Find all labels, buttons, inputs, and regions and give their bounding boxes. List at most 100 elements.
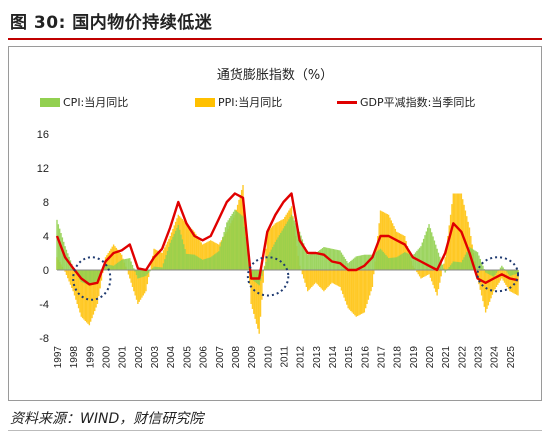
ppi-bar (360, 270, 363, 314)
cpi-bar (290, 214, 293, 270)
cpi-bar (320, 249, 322, 270)
ppi-bar (193, 231, 196, 270)
cpi-bar (276, 239, 278, 270)
ppi-bar (162, 250, 165, 270)
cpi-bar (391, 257, 394, 270)
ppi-bar (447, 236, 449, 270)
x-tick-label: 2011 (279, 346, 290, 368)
cpi-bar (381, 250, 383, 270)
ppi-bar (156, 250, 158, 270)
cpi-bar (393, 257, 395, 270)
ppi-bar (200, 242, 202, 270)
ppi-bar (253, 270, 255, 314)
cpi-bar (263, 266, 266, 270)
cpi-bar (347, 263, 349, 270)
cpi-bar (371, 254, 374, 270)
cpi-bar (362, 254, 364, 270)
cpi-bar (224, 227, 227, 270)
cpi-bar (355, 256, 357, 270)
figure-number: 图 30: (10, 13, 66, 33)
cpi-bar (187, 253, 189, 270)
x-tick-label: 2014 (328, 346, 339, 369)
ppi-bar (76, 270, 78, 304)
ppi-bar (373, 270, 375, 275)
ppi-bar (131, 270, 134, 287)
cpi-bar (364, 254, 367, 270)
ppi-bar (114, 246, 116, 270)
cpi-bar (216, 252, 219, 270)
ppi-bar (108, 250, 111, 270)
ppi-bar (343, 270, 345, 298)
ppi-bar (138, 270, 140, 302)
cpi-bar (89, 270, 92, 285)
ppi-bar (448, 225, 450, 270)
ppi-bar (266, 231, 268, 270)
ppi-bar (257, 270, 259, 329)
ppi-bar (304, 270, 306, 283)
cpi-bar (351, 259, 353, 270)
legend-swatch-gdp-deflator (337, 100, 357, 104)
ppi-bar (187, 224, 189, 270)
cpi-bar (390, 257, 392, 270)
ppi-bar (265, 248, 267, 270)
ppi-bar (390, 220, 392, 270)
ppi-bar (335, 270, 337, 285)
cpi-bar (420, 246, 422, 270)
cpi-bar (305, 250, 308, 270)
cpi-bar (335, 249, 337, 270)
ppi-bar (369, 270, 371, 296)
ppi-bar (197, 238, 200, 270)
cpi-bar (118, 261, 120, 270)
cpi-bar (215, 253, 217, 270)
ppi-bar (346, 270, 348, 305)
cpi-bar (312, 253, 314, 270)
ppi-bar (359, 270, 361, 315)
cpi-bar (383, 253, 386, 270)
ppi-bar (205, 242, 208, 270)
cpi-bar (443, 268, 445, 270)
cpi-bar (170, 239, 173, 270)
cpi-bar (300, 235, 302, 270)
ppi-bar (67, 270, 69, 279)
ppi-bar (203, 243, 205, 270)
y-tick-label: 0 (43, 265, 49, 277)
ppi-bar (331, 270, 333, 283)
cpi-bar (462, 259, 464, 270)
x-tick-label: 2016 (360, 346, 371, 369)
cpi-bar (161, 267, 163, 270)
x-tick-label: 2006 (199, 346, 210, 369)
cpi-bar (385, 254, 387, 270)
ppi-bar (152, 255, 154, 270)
cpi-bar (269, 252, 271, 270)
cpi-bar (501, 265, 503, 270)
cpi-bar (94, 270, 96, 283)
cpi-bar (360, 255, 363, 270)
cpi-bar (428, 224, 430, 270)
cpi-bar (315, 253, 317, 270)
cpi-bar (321, 248, 324, 270)
ppi-bar (107, 253, 109, 270)
cpi-bar (286, 221, 289, 270)
legend-swatch-ppi (195, 97, 215, 107)
cpi-bar (437, 252, 440, 270)
cpi-bar (346, 261, 348, 270)
ppi-bar (452, 193, 454, 270)
ppi-bar (433, 270, 436, 289)
cpi-bar (323, 247, 325, 270)
cpi-bar (149, 270, 151, 272)
cpi-bar (273, 244, 275, 270)
cpi-bar (60, 233, 62, 270)
cpi-bar (137, 270, 139, 279)
ppi-bar (336, 270, 339, 286)
ppi-bar (344, 270, 347, 302)
ppi-bar (517, 270, 519, 296)
cpi-bar (79, 270, 81, 280)
cpi-bar (57, 224, 60, 270)
cpi-bar (192, 254, 194, 270)
cpi-bar (513, 270, 515, 275)
ppi-bar (449, 214, 452, 270)
ppi-bar (130, 270, 132, 283)
y-tick-label: 8 (43, 197, 49, 209)
cpi-bar (125, 258, 127, 270)
ppi-bar (160, 252, 162, 270)
